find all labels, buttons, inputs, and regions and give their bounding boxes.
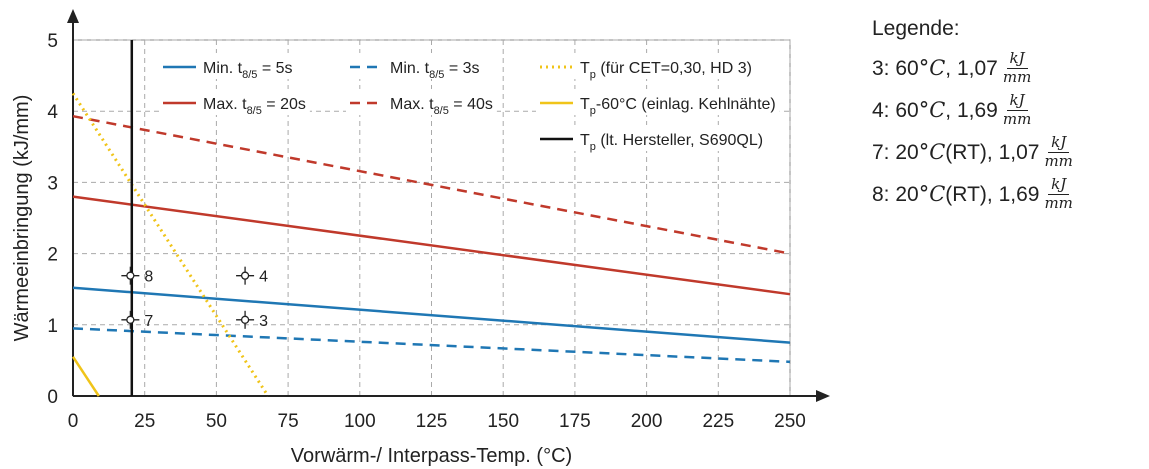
x-tick-label: 125	[416, 411, 448, 432]
side-legend-fraction: kJ mm	[1044, 134, 1073, 170]
legend-label-4: Tp (für CET=0,30, HD 3)	[580, 60, 752, 81]
legend-label-3: Max. t8/5 = 40s	[390, 96, 493, 117]
point-7-marker	[126, 315, 135, 324]
side-legend-value: (RT), 1,69	[945, 182, 1040, 206]
y-tick-label: 3	[47, 173, 58, 194]
point-4-label: 4	[259, 269, 268, 286]
y-tick-label: 1	[47, 316, 58, 337]
x-tick-label: 75	[278, 411, 299, 432]
x-tick-label: 250	[774, 411, 806, 432]
y-axis-title: Wärmeeinbringung (kJ/mm)	[11, 95, 33, 342]
legend-label-6: Tp (lt. Hersteller, S690QL)	[580, 132, 763, 153]
fraction-denominator: mm	[1002, 67, 1032, 86]
fraction-numerator: kJ	[1048, 134, 1070, 153]
series-line-1	[72, 195, 791, 296]
x-tick-label: 25	[134, 411, 155, 432]
legend-entry-bg-5	[536, 89, 780, 115]
side-legend-unit: °C	[918, 97, 946, 122]
side-legend-prefix: 4: 60	[872, 98, 919, 122]
side-legend-unit: °C	[918, 139, 946, 164]
side-legend-fraction: kJ mm	[1002, 50, 1032, 86]
side-legend-prefix: 7: 20	[872, 140, 919, 164]
x-tick-label: 175	[559, 411, 591, 432]
legend-entry-bg-4	[536, 53, 756, 79]
point-7-label: 7	[144, 313, 153, 330]
side-legend-entry: 3: 60 °C, 1,07 kJ mm	[872, 47, 1073, 89]
x-tick-label: 200	[631, 411, 663, 432]
side-legend-unit: °C	[918, 181, 946, 206]
point-3-marker	[240, 315, 250, 324]
side-legend-title: Legende:	[872, 17, 960, 40]
side-legend-entry: 7: 20 °C (RT), 1,07 kJ mm	[872, 131, 1073, 173]
legend-entry-bg-6	[536, 125, 768, 151]
fraction-numerator: kJ	[1048, 176, 1070, 195]
series-line-0	[72, 286, 791, 344]
y-tick-label: 0	[47, 387, 58, 408]
y-tick-label: 4	[47, 102, 58, 123]
side-legend-fraction: kJ mm	[1044, 176, 1073, 212]
legend-label-0: Min. t8/5 = 5s	[203, 60, 293, 81]
side-legend-value: , 1,69	[945, 98, 998, 122]
legend-label-1: Max. t8/5 = 20s	[203, 96, 306, 117]
side-legend-fraction: kJ mm	[1002, 92, 1032, 128]
side-legend-value: (RT), 1,07	[945, 140, 1040, 164]
side-legend-entry: 4: 60 °C, 1,69 kJ mm	[872, 89, 1073, 131]
legend-label-5: Tp-60°C (einlag. Kehlnähte)	[580, 96, 776, 117]
side-legend: Legende: 3: 60 °C, 1,07 kJ mm 4: 60 °C, 1,6…	[872, 18, 1073, 215]
series-line-5	[71, 356, 100, 397]
x-tick-label: 225	[702, 411, 734, 432]
x-axis-arrow	[816, 390, 830, 402]
fraction-denominator: mm	[1044, 151, 1073, 170]
series-line-2	[72, 327, 791, 364]
x-tick-label: 50	[206, 411, 227, 432]
y-tick-label: 2	[47, 245, 58, 266]
side-legend-prefix: 8: 20	[872, 182, 919, 206]
series-line-3	[72, 114, 791, 255]
point-8-label: 8	[144, 269, 153, 286]
side-legend-value: , 1,07	[945, 56, 998, 80]
side-legend-unit: °C	[918, 55, 946, 80]
x-tick-label: 150	[487, 411, 519, 432]
point-3-label: 3	[259, 313, 268, 330]
series-line-4	[71, 92, 270, 397]
side-legend-prefix: 3: 60	[872, 56, 919, 80]
x-tick-label: 100	[344, 411, 376, 432]
side-legend-entry: 8: 20 °C (RT), 1,69 kJ mm	[872, 173, 1073, 215]
chart: 0 25 50 75 100 125 150 175 200 225 250 0 1 2 3 4 5 Vorwär…	[11, 9, 830, 467]
fraction-denominator: mm	[1044, 193, 1073, 212]
y-tick-label: 5	[47, 31, 58, 52]
legend-label-2: Min. t8/5 = 3s	[390, 60, 480, 81]
fraction-numerator: kJ	[1006, 50, 1028, 69]
fraction-numerator: kJ	[1006, 92, 1028, 111]
fraction-denominator: mm	[1002, 109, 1032, 128]
x-axis-title: Vorwärm-/ Interpass-Temp. (°C)	[291, 445, 572, 467]
point-4-marker	[240, 271, 250, 280]
point-8-marker	[126, 271, 135, 280]
y-axis-arrow	[67, 9, 79, 23]
x-tick-label: 0	[68, 411, 79, 432]
